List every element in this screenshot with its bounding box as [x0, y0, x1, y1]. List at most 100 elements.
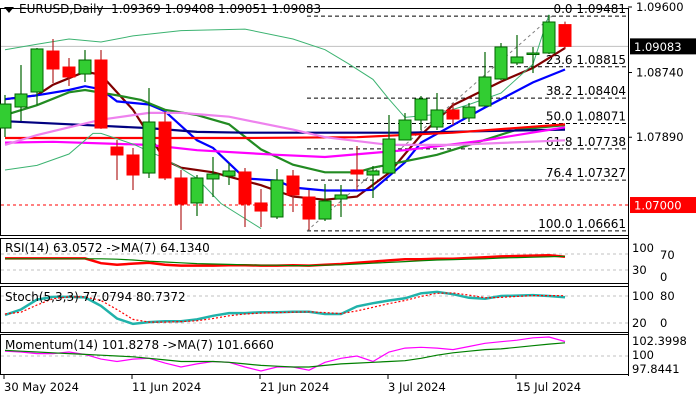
fib-level-label: 0.0 1.09481 — [553, 2, 626, 16]
fib-level-label: 38.2 1.08404 — [546, 84, 626, 98]
candle — [302, 190, 316, 231]
candle-body — [254, 202, 268, 212]
collapse-triangle-icon[interactable] — [4, 6, 14, 13]
candle-body — [190, 177, 204, 204]
candle-body — [558, 24, 572, 47]
candle — [206, 156, 220, 198]
indicator-line — [4, 342, 566, 368]
level-price-label: 1.07000 — [634, 199, 682, 213]
fib-level-label: 76.4 1.07327 — [546, 166, 626, 180]
level-price-badge — [630, 197, 696, 214]
moving-average-line — [4, 111, 566, 146]
candle-body — [30, 48, 44, 93]
time-axis-label: 21 Jun 2024 — [260, 380, 329, 394]
candle-body — [46, 50, 60, 70]
indicator-axis-label: 0 — [660, 270, 667, 284]
candle — [542, 14, 556, 54]
price-axis-label: 1.08740 — [636, 65, 684, 79]
candle-body — [110, 146, 124, 156]
indicator-axis-label: 70 — [660, 248, 675, 262]
candle — [46, 38, 60, 84]
candle — [158, 112, 172, 181]
candle-body — [238, 171, 252, 205]
candle — [110, 139, 124, 181]
fib-level-label: 23.6 1.08815 — [546, 53, 626, 67]
candle-body — [334, 194, 348, 200]
candle — [190, 175, 204, 216]
candle-body — [526, 52, 540, 56]
candle-body — [382, 138, 396, 174]
candle — [462, 102, 476, 123]
candle — [30, 47, 44, 106]
candle — [254, 189, 268, 228]
candle — [318, 183, 332, 222]
candle-body — [142, 121, 156, 174]
indicator-line — [4, 292, 566, 323]
candle — [174, 169, 188, 231]
candle — [334, 184, 348, 217]
moving-average-line — [4, 120, 566, 134]
candle-body — [158, 121, 172, 179]
candle-body — [478, 76, 492, 107]
candle-body — [78, 59, 92, 75]
candle-body — [94, 59, 108, 129]
current-price-badge — [630, 38, 696, 55]
candle-body — [510, 56, 524, 64]
candle-body — [398, 119, 412, 141]
moving-average-line — [5, 123, 566, 140]
chart-title: EURUSD,Daily 1.09369 1.09408 1.09051 1.0… — [4, 2, 321, 16]
candle — [414, 96, 428, 131]
time-axis-label: 11 Jun 2024 — [132, 380, 201, 394]
candle-body — [462, 106, 476, 119]
time-axis-label: 15 Jul 2024 — [516, 380, 581, 394]
candle — [78, 50, 92, 83]
ohlc-values: 1.09369 1.09408 1.09051 1.09083 — [111, 2, 322, 16]
fib-level-label: 50.0 1.08071 — [546, 109, 626, 123]
moving-average-line — [4, 88, 566, 174]
candle-body — [446, 109, 460, 120]
candle — [494, 43, 508, 80]
candle — [238, 168, 252, 228]
candle-body — [270, 179, 284, 218]
indicator-axis-label: 30 — [632, 263, 647, 277]
fib-level-label: 61.8 1.07738 — [546, 135, 626, 149]
candle — [270, 168, 284, 220]
candle-body — [430, 109, 444, 128]
candle-body — [62, 66, 76, 78]
candle — [510, 35, 524, 66]
price-axis-label: 1.09600 — [636, 0, 684, 14]
candle-body — [350, 169, 364, 175]
candle — [126, 147, 140, 191]
fib-level-label: 100.0 1.06661 — [538, 217, 626, 231]
candle-body — [414, 98, 428, 121]
symbol-timeframe: EURUSD,Daily — [19, 2, 104, 16]
fib-trendline — [306, 15, 553, 232]
candle — [382, 114, 396, 174]
candle-body — [174, 177, 188, 205]
candle-body — [542, 21, 556, 54]
candle — [478, 52, 492, 107]
moving-average-line — [4, 132, 262, 230]
candle-body — [318, 200, 332, 220]
time-axis-label: 3 Jul 2024 — [388, 380, 446, 394]
candle — [526, 46, 540, 74]
indicator-line — [5, 255, 566, 267]
candle-body — [494, 46, 508, 80]
indicator-axis-label: 20 — [632, 316, 647, 330]
candle — [94, 50, 108, 129]
indicator-axis-label: 100 — [632, 348, 654, 362]
stoch-title: Stoch(5,3,3) 77.0794 80.7372 — [5, 290, 186, 304]
current-price-label: 1.09083 — [634, 40, 682, 54]
candle-body — [302, 196, 316, 220]
candle — [446, 102, 460, 125]
candle-body — [126, 154, 140, 176]
candle — [286, 169, 300, 213]
price-axis-label: 1.07890 — [636, 130, 684, 144]
candle — [366, 166, 380, 199]
candle-body — [286, 175, 300, 196]
momentum-title: Momentum(14) 101.8278 ->MA(7) 101.6660 — [5, 338, 274, 352]
indicator-axis-label: 102.3998 — [632, 334, 687, 348]
candle-body — [0, 103, 12, 129]
